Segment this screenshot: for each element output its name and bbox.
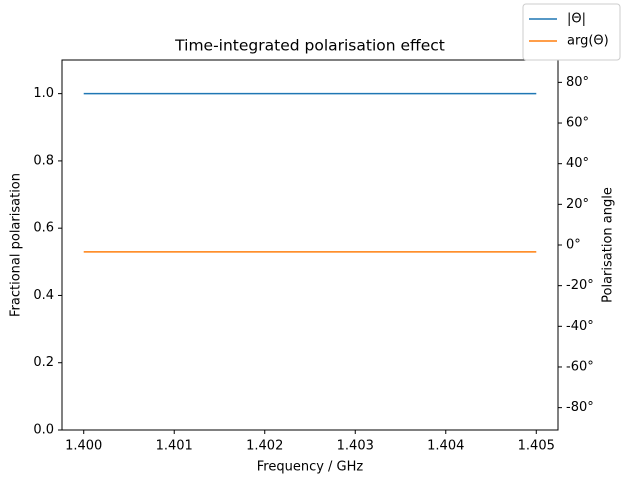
x-axis-label: Frequency / GHz: [257, 460, 364, 475]
y2-tick-label: -80°: [566, 400, 594, 415]
y2-tick-label: 0°: [566, 238, 581, 253]
legend-label: arg(Θ): [567, 34, 609, 49]
y2-tick-label: 60°: [566, 116, 589, 131]
x-tick-label: 1.402: [246, 439, 283, 454]
y-tick-label: 0.6: [33, 221, 54, 236]
legend-label: |Θ|: [567, 12, 586, 27]
y-tick-label: 1.0: [33, 86, 54, 101]
y2-axis-label: Polarisation angle: [601, 187, 616, 303]
y-tick-label: 0.0: [33, 423, 54, 438]
legend-box: [522, 3, 621, 61]
y-tick-label: 0.8: [33, 153, 54, 168]
x-tick-label: 1.400: [65, 439, 102, 454]
plot-frame: [61, 59, 559, 431]
y-axis-label: Fractional polarisation: [9, 173, 24, 317]
y2-tick-label: 80°: [566, 75, 589, 90]
y2-tick-label: 40°: [566, 156, 589, 171]
x-tick-label: 1.401: [156, 439, 193, 454]
y2-tick-label: 20°: [566, 197, 589, 212]
y2-tick-label: -20°: [566, 278, 594, 293]
y-tick-label: 0.4: [33, 288, 54, 303]
y-tick-label: 0.2: [33, 355, 54, 370]
x-tick-label: 1.404: [427, 439, 464, 454]
x-tick-label: 1.405: [518, 439, 555, 454]
chart-title: Time-integrated polarisation effect: [174, 37, 445, 55]
x-tick-label: 1.403: [337, 439, 374, 454]
y2-tick-label: -40°: [566, 319, 594, 334]
y2-tick-label: -60°: [566, 359, 594, 374]
